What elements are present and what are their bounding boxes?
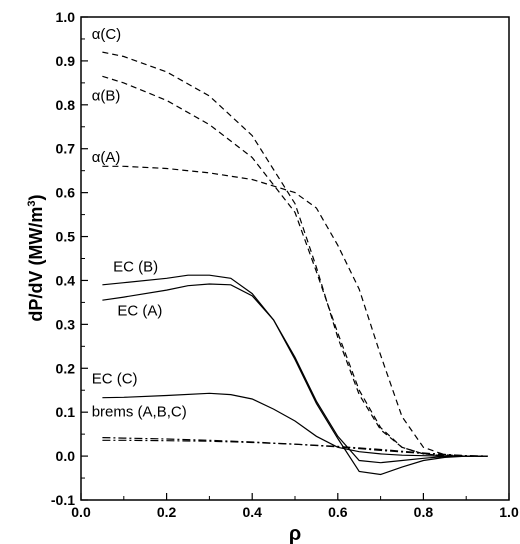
x-tick-label: 0.2 <box>157 504 177 520</box>
series-line <box>102 51 488 457</box>
y-axis-title-end: ) <box>26 194 46 200</box>
series-line <box>102 75 488 457</box>
curve-label: EC (B) <box>113 259 158 276</box>
y-tick-label: 0.9 <box>56 53 76 69</box>
ticks: 0.0 0.2 0.4 0.6 0.8 1.0-0.10.00.10.20.30.40.5… <box>51 9 519 520</box>
x-axis-title: ρ <box>289 523 301 544</box>
curve-label: brems (A,B,C) <box>92 404 187 421</box>
y-tick-label: 0.6 <box>56 185 76 201</box>
x-tick-label: 0.0 <box>71 504 91 520</box>
y-tick-label: 0.4 <box>56 272 76 288</box>
series-line <box>102 283 488 464</box>
curve-label: EC (C) <box>92 371 138 388</box>
y-tick-label: 0.3 <box>56 316 76 332</box>
y-tick-label: 0.5 <box>56 229 76 245</box>
y-axis-title: dP/dV (MW/m3) <box>26 194 46 321</box>
y-tick-label: 1.0 <box>56 9 76 25</box>
y-tick-label: 0.7 <box>56 141 76 157</box>
y-tick-label: 0.2 <box>56 360 76 376</box>
x-tick-label: 0.6 <box>328 504 348 520</box>
curve-label: α(A) <box>92 149 121 166</box>
y-tick-label: 0.0 <box>56 448 76 464</box>
y-tick-label: -0.1 <box>51 492 75 508</box>
series-line <box>102 274 488 476</box>
y-axis-title-main: dP/dV (MW/m <box>26 207 46 322</box>
annotations: α(C) α(B) α(A) EC (B) EC (A) EC (C) brems (A,B… <box>92 26 187 421</box>
series-line <box>102 392 488 457</box>
x-tick-label: 0.4 <box>242 504 262 520</box>
y-axis-title-sup: 3 <box>26 200 38 206</box>
y-tick-label: 0.1 <box>56 404 76 420</box>
x-tick-label: 1.0 <box>499 504 519 520</box>
curve-label: α(C) <box>92 26 122 43</box>
curve-label: α(B) <box>92 87 121 104</box>
y-tick-label: 0.8 <box>56 97 76 113</box>
curve-label: EC (A) <box>117 303 162 320</box>
series-group <box>102 51 488 476</box>
x-tick-label: 0.8 <box>414 504 434 520</box>
series-line <box>102 439 488 457</box>
series-line <box>102 165 488 457</box>
